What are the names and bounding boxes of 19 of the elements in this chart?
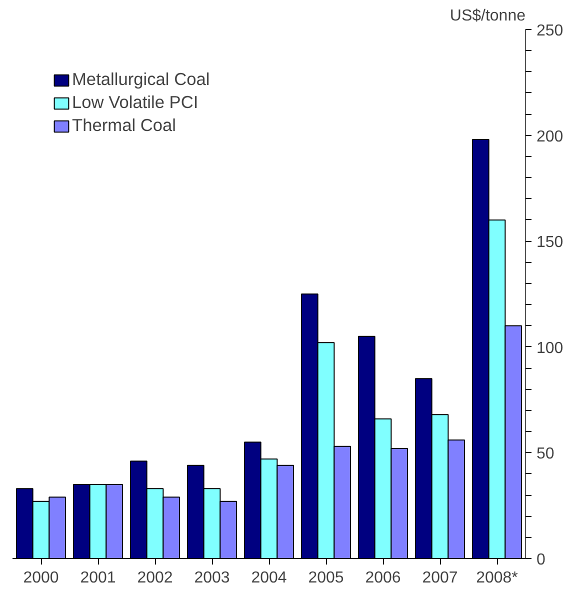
legend-label: Low Volatile PCI [72, 92, 198, 113]
y-axis-title: US$/tonne [450, 8, 526, 24]
x-tick-label: 2006 [365, 570, 401, 586]
x-tick-label: 2005 [308, 570, 344, 586]
x-tick-label: 2002 [137, 570, 173, 586]
legend-label: Metallurgical Coal [72, 69, 210, 90]
x-tick-label: 2004 [251, 570, 287, 586]
x-tick-label: 2008* [476, 570, 518, 586]
y-tick-label: 200 [536, 128, 564, 146]
x-tick-label: 2007 [422, 570, 458, 586]
legend-label: Thermal Coal [72, 115, 176, 136]
x-tick-label: 2000 [23, 570, 59, 586]
x-tick-label: 2003 [194, 570, 230, 586]
y-tick-label: 100 [536, 340, 564, 357]
x-tick-label: 2001 [80, 570, 116, 586]
y-tick-label: 150 [536, 234, 564, 252]
y-tick-label: 50 [536, 446, 554, 463]
y-tick-label: 250 [536, 22, 564, 40]
y-tick-label: 0 [536, 552, 546, 568]
